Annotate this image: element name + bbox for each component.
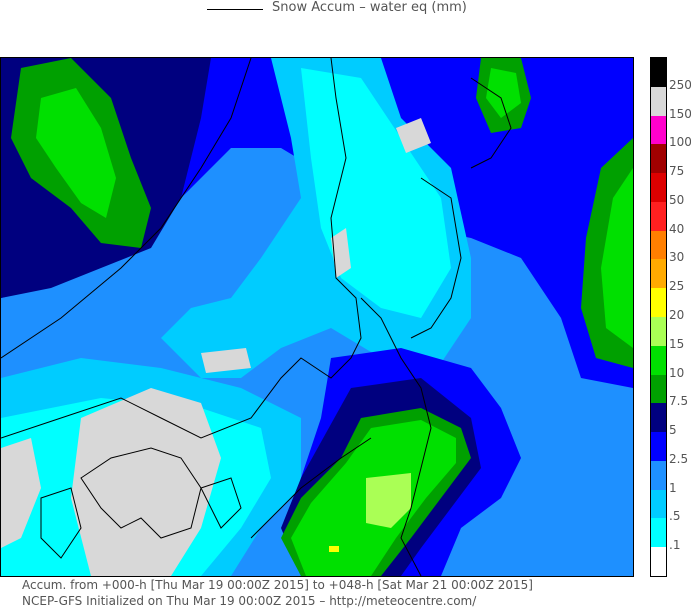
region-lightgreen-midatlantic — [366, 473, 411, 528]
colorbar-segment — [651, 489, 666, 519]
region-yellow-spot — [329, 546, 339, 552]
snow-accumulation-map — [0, 57, 634, 577]
colorbar-segment — [651, 460, 666, 490]
colorbar — [650, 57, 667, 577]
region-green-eastedge — [601, 168, 633, 348]
colorbar-segment — [651, 58, 666, 87]
colorbar-label: 1 — [669, 480, 677, 495]
colorbar-label: 20 — [669, 308, 685, 322]
colorbar-segment — [651, 86, 666, 116]
region-trace-north-2 — [396, 118, 431, 153]
colorbar-label: 7.5 — [669, 394, 689, 409]
colorbar-label: .1 — [669, 538, 681, 553]
map-title: Snow Accum – water eq (mm) — [272, 0, 467, 15]
colorbar-label: 75 — [669, 164, 685, 179]
map-boundaries — [1, 58, 512, 576]
colorbar-label: .5 — [669, 509, 681, 524]
colorbar-label: 150 — [669, 106, 691, 121]
colorbar-label: 40 — [669, 221, 685, 236]
region-trace-west — [1, 438, 41, 548]
colorbar-label: 5 — [669, 423, 677, 438]
colorbar-segment — [651, 230, 666, 260]
region-trace-north-1 — [331, 228, 351, 278]
colorbar-segment — [651, 259, 666, 289]
colorbar-segment — [651, 518, 666, 548]
colorbar-label: 30 — [669, 250, 685, 265]
colorbar-segment — [651, 115, 666, 145]
colorbar-label: 10 — [669, 365, 685, 380]
colorbar-segment — [651, 317, 666, 346]
colorbar-label: 2.5 — [669, 451, 689, 466]
colorbar-segment — [651, 144, 666, 174]
legend-line-swatch — [207, 9, 263, 10]
colorbar-segment — [651, 547, 666, 577]
colorbar-label: 15 — [669, 336, 685, 351]
footer-model-info: NCEP-GFS Initialized on Thu Mar 19 00:00… — [22, 594, 477, 608]
colorbar-segment — [651, 403, 666, 433]
region-trace-greatlakes — [71, 388, 221, 576]
region-green-northeast — [486, 68, 521, 118]
colorbar-segment — [651, 374, 666, 404]
colorbar-segment — [651, 345, 666, 375]
region-green-northwest — [36, 88, 116, 218]
colorbar-label: 250 — [669, 77, 691, 92]
region-trace-central — [201, 348, 251, 373]
colorbar-segment — [651, 288, 666, 318]
colorbar-segment — [651, 432, 666, 462]
colorbar-label: 100 — [669, 135, 691, 150]
map-canvas — [1, 58, 633, 576]
colorbar-label: 25 — [669, 279, 685, 294]
colorbar-label: 50 — [669, 192, 685, 207]
footer-accumulation-period: Accum. from +000-h [Thu Mar 19 00:00Z 20… — [22, 578, 533, 592]
colorbar-segment — [651, 173, 666, 203]
colorbar-segment — [651, 201, 666, 231]
